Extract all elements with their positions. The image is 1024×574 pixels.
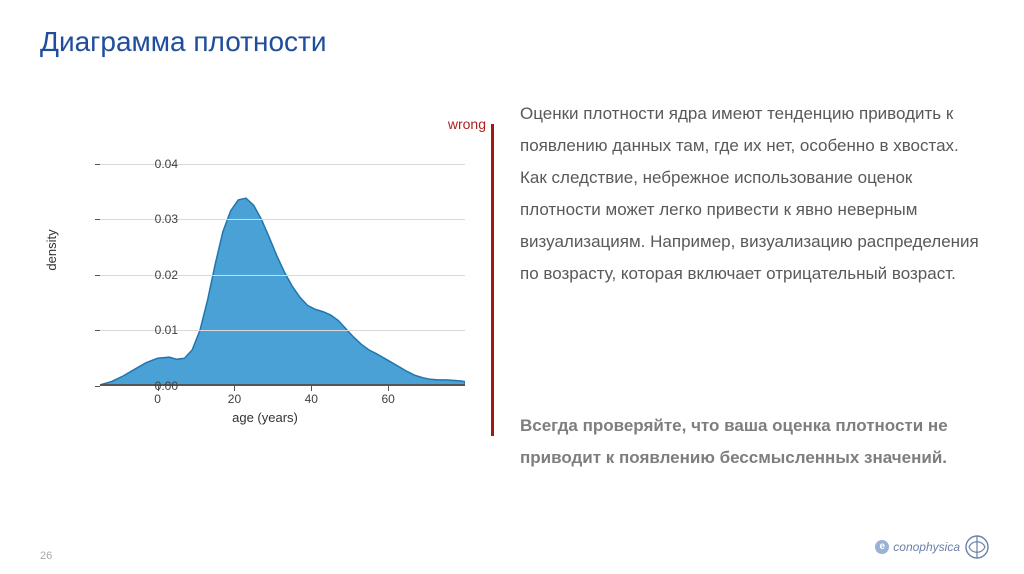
y-tick-label: 0.01 [155, 323, 178, 337]
wrong-label: wrong [448, 116, 486, 132]
y-tick-label: 0.00 [155, 379, 178, 393]
plot-area [100, 136, 465, 386]
y-tick [95, 330, 100, 331]
logo: e conophysica [875, 534, 990, 560]
slide-title: Диаграмма плотности [40, 26, 326, 58]
emphasis-text: Всегда проверяйте, что ваша оценка плотн… [520, 410, 1000, 474]
density-chart: wrong density age (years) 0.000.010.020.… [40, 130, 490, 430]
page-number: 26 [40, 550, 52, 562]
x-tick-label: 20 [228, 392, 241, 406]
logo-bullet-icon: e [875, 540, 889, 554]
y-axis-label: density [44, 229, 59, 270]
y-tick [95, 164, 100, 165]
x-tick [234, 386, 235, 391]
y-tick-label: 0.02 [155, 268, 178, 282]
y-tick [95, 386, 100, 387]
body-text: Оценки плотности ядра имеют тенденцию пр… [520, 98, 990, 290]
accent-bar [491, 124, 494, 436]
y-tick-label: 0.04 [155, 157, 178, 171]
y-tick [95, 219, 100, 220]
logo-swirl-icon [964, 534, 990, 560]
x-tick [311, 386, 312, 391]
y-tick-label: 0.03 [155, 212, 178, 226]
x-tick-label: 0 [154, 392, 161, 406]
x-tick [388, 386, 389, 391]
x-axis-label: age (years) [40, 410, 490, 425]
density-curve [100, 136, 465, 386]
y-tick [95, 275, 100, 276]
x-tick-label: 60 [381, 392, 394, 406]
logo-text: conophysica [893, 540, 960, 554]
x-tick-label: 40 [305, 392, 318, 406]
